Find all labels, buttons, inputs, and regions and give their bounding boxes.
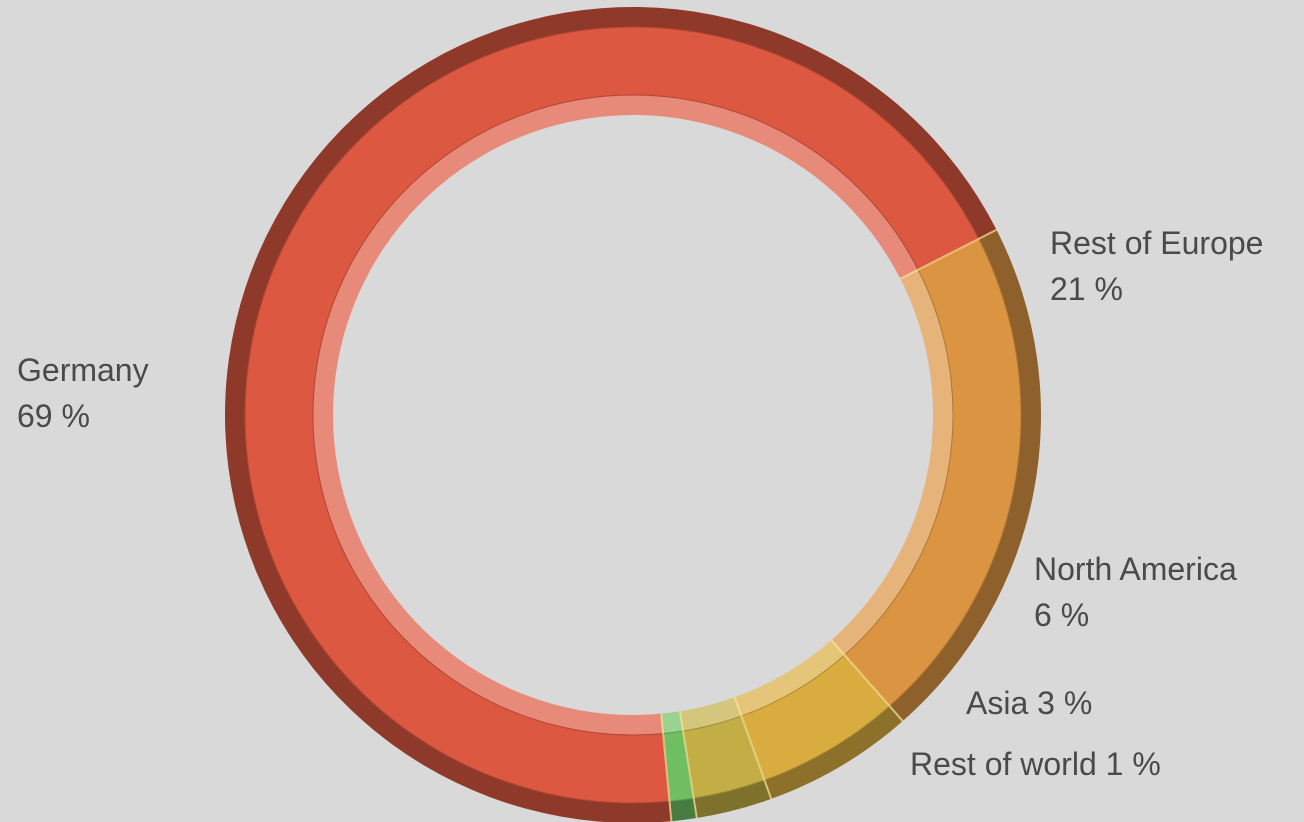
slice-germany: [225, 7, 997, 822]
slice-asia: [679, 697, 772, 818]
north-america-name: North America: [1034, 551, 1237, 587]
slice-separator: [830, 639, 904, 722]
asia-label: Asia 3 %: [966, 685, 1093, 721]
slice-label-asia: Asia 3 %: [966, 680, 1092, 726]
rest-of-europe-name: Rest of Europe: [1050, 225, 1264, 261]
slice-label-rest-of-world: Rest of world 1 %: [910, 741, 1161, 787]
slice-bevel-outer: [763, 704, 903, 799]
slice-face: [244, 26, 980, 804]
slice-separator: [899, 228, 997, 280]
slice-label-north-america: North America 6 %: [1034, 546, 1237, 638]
slice-label-germany: Germany 69 %: [17, 347, 149, 439]
germany-name: Germany: [17, 352, 149, 388]
germany-value: 69 %: [17, 398, 90, 434]
slice-label-rest-of-europe: Rest of Europe 21 %: [1050, 220, 1263, 312]
slice-bevel-outer: [669, 796, 697, 822]
slice-rest-of-europe: [831, 229, 1041, 722]
slice-bevel-inner: [679, 697, 743, 734]
slice-north-america: [734, 640, 903, 799]
slice-separator: [733, 696, 773, 800]
north-america-value: 6 %: [1034, 597, 1090, 633]
slice-bevel-inner: [661, 711, 684, 736]
slice-separator: [678, 711, 698, 819]
rest-of-world-label: Rest of world 1 %: [910, 746, 1161, 782]
slice-separator: [660, 713, 673, 822]
slice-bevel-inner: [734, 640, 846, 718]
slice-bevel-outer: [888, 229, 1041, 722]
slice-bevel-inner: [831, 268, 955, 657]
rest-of-europe-value: 21 %: [1050, 271, 1123, 307]
slice-bevel-outer: [693, 778, 772, 818]
